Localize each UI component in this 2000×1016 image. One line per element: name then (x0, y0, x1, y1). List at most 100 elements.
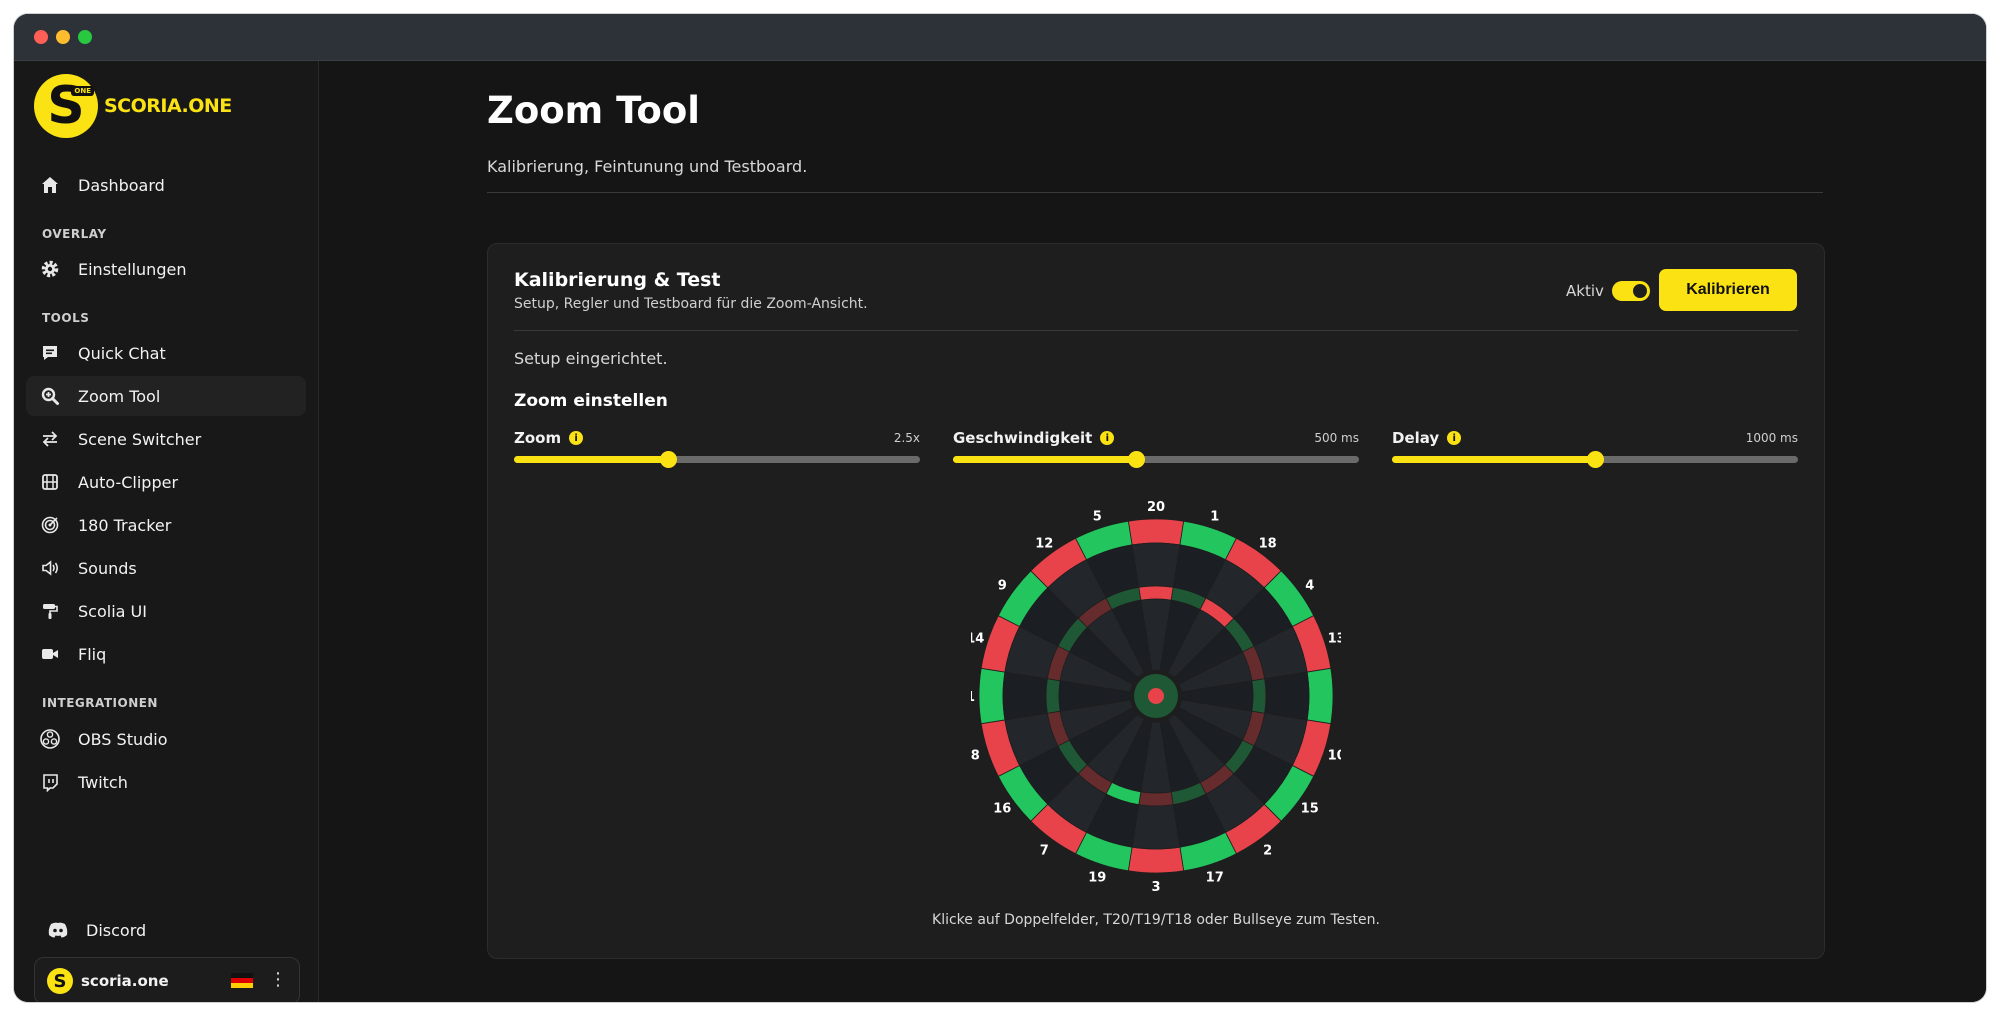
card-divider (514, 330, 1798, 331)
sidebar-item-obs-studio[interactable]: OBS Studio (26, 719, 306, 759)
target-icon (38, 513, 62, 537)
logo-badge-text: ONE (71, 86, 94, 96)
sidebar-item-zoom-tool[interactable]: Zoom Tool (26, 376, 306, 416)
board-number-19: 19 (1088, 871, 1106, 886)
active-toggle-label: Aktiv (1566, 282, 1604, 300)
more-options-icon[interactable]: ⋮ (269, 969, 287, 990)
avatar-letter: S (53, 970, 67, 992)
sidebar-item-fliq[interactable]: Fliq (26, 634, 306, 674)
sidebar-item-label: 180 Tracker (78, 515, 172, 535)
outer-single-3[interactable] (1131, 804, 1181, 850)
chat-icon (38, 341, 62, 365)
info-icon[interactable]: i (569, 431, 584, 445)
triple-3[interactable] (1138, 791, 1174, 807)
user-card[interactable]: S scoria.one ⋮ (34, 957, 300, 1002)
bullseye[interactable] (1148, 688, 1164, 704)
delay-slider-value: 1000 ms (1745, 431, 1798, 445)
double-6[interactable] (1306, 667, 1334, 725)
sidebar-item-twitch[interactable]: Twitch (26, 762, 306, 802)
main-content: Zoom Tool Kalibrierung, Feintunung und T… (319, 61, 1986, 1002)
sidebar-item-scene-switcher[interactable]: Scene Switcher (26, 419, 306, 459)
calibration-card: Kalibrierung & Test Setup, Regler und Te… (487, 243, 1825, 959)
triple-20[interactable] (1138, 585, 1174, 601)
discord-link[interactable]: Discord (34, 910, 314, 950)
discord-label: Discord (86, 920, 147, 940)
info-icon[interactable]: i (1447, 431, 1462, 445)
sidebar-item-scolia-ui[interactable]: Scolia UI (26, 591, 306, 631)
sidebar-item-auto-clipper[interactable]: Auto-Clipper (26, 462, 306, 502)
zoom-slider[interactable] (514, 451, 920, 468)
paint-roller-icon (38, 599, 62, 623)
close-window-button[interactable] (34, 30, 48, 44)
board-number-11: 11 (971, 690, 975, 705)
outer-single-20[interactable] (1131, 542, 1181, 588)
outer-single-5[interactable] (1086, 544, 1140, 599)
slider-thumb[interactable] (1587, 451, 1604, 468)
slider-fill (953, 456, 1136, 463)
avatar: S (47, 968, 73, 994)
test-dartboard[interactable]: 2011841361015217319716811149125 (971, 496, 1341, 896)
board-number-15: 15 (1301, 802, 1319, 817)
speed-slider-value: 500 ms (1314, 431, 1359, 445)
triple-6[interactable] (1251, 678, 1267, 714)
app-window: S ONE SCORIA.ONE Dashboard OVERLAY Einst… (14, 14, 1986, 1002)
logo[interactable]: S ONE SCORIA.ONE (34, 73, 232, 139)
slider-fill (1392, 456, 1595, 463)
slider-thumb[interactable] (660, 451, 678, 468)
sidebar-item-180-tracker[interactable]: 180 Tracker (26, 505, 306, 545)
sidebar-item-label: Scene Switcher (78, 429, 202, 449)
board-number-20: 20 (1147, 500, 1165, 515)
board-number-4: 4 (1305, 578, 1314, 593)
obs-icon (38, 727, 62, 751)
home-icon (38, 173, 62, 197)
german-flag-icon[interactable] (231, 973, 253, 988)
sidebar-item-label: Einstellungen (78, 259, 187, 279)
double-11[interactable] (978, 667, 1006, 725)
calibrate-button[interactable]: Kalibrieren (1659, 269, 1797, 311)
board-number-14: 14 (971, 631, 984, 646)
maximize-window-button[interactable] (78, 30, 92, 44)
inner-single-5[interactable] (1111, 599, 1153, 674)
sidebar-item-dashboard[interactable]: Dashboard (26, 165, 306, 205)
title-bar (14, 14, 1986, 61)
board-number-18: 18 (1259, 536, 1277, 551)
toggle-knob (1633, 284, 1647, 298)
sidebar-item-label: Zoom Tool (78, 386, 161, 406)
section-label-tools: TOOLS (42, 311, 90, 325)
delay-slider-label: Delay i (1392, 429, 1462, 447)
outer-single-6[interactable] (1264, 671, 1310, 721)
sidebar-item-sounds[interactable]: Sounds (26, 548, 306, 588)
double-20[interactable] (1127, 518, 1185, 546)
outer-single-11[interactable] (1002, 671, 1048, 721)
board-number-5: 5 (1093, 509, 1102, 524)
sidebar-item-einstellungen[interactable]: Einstellungen (26, 249, 306, 289)
sidebar-item-quick-chat[interactable]: Quick Chat (26, 333, 306, 373)
delay-slider[interactable] (1392, 451, 1798, 468)
info-icon[interactable]: i (1100, 431, 1115, 445)
delay-slider-block: Delay i 1000 ms (1392, 429, 1798, 469)
board-number-2: 2 (1263, 844, 1272, 859)
film-icon (38, 470, 62, 494)
board-number-3: 3 (1151, 880, 1160, 895)
sidebar: S ONE SCORIA.ONE Dashboard OVERLAY Einst… (14, 61, 319, 1002)
zoom-heading: Zoom einstellen (514, 391, 668, 411)
speaker-icon (38, 556, 62, 580)
active-toggle[interactable] (1612, 281, 1650, 301)
setup-status: Setup eingerichtet. (514, 349, 668, 368)
minimize-window-button[interactable] (56, 30, 70, 44)
speed-slider[interactable] (953, 451, 1359, 468)
logo-text: SCORIA.ONE (104, 95, 232, 117)
board-number-9: 9 (998, 578, 1007, 593)
sidebar-item-label: OBS Studio (78, 729, 168, 749)
slider-label-text: Zoom (514, 429, 562, 447)
speed-slider-label: Geschwindigkeit i (953, 429, 1115, 447)
section-label-integrationen: INTEGRATIONEN (42, 696, 158, 710)
slider-thumb[interactable] (1127, 451, 1145, 468)
triple-11[interactable] (1045, 678, 1061, 714)
double-3[interactable] (1127, 846, 1185, 874)
discord-icon (46, 918, 70, 942)
board-number-7: 7 (1040, 844, 1049, 859)
zoom-slider-label: Zoom i (514, 429, 584, 447)
board-number-13: 13 (1328, 631, 1341, 646)
board-number-17: 17 (1206, 871, 1224, 886)
